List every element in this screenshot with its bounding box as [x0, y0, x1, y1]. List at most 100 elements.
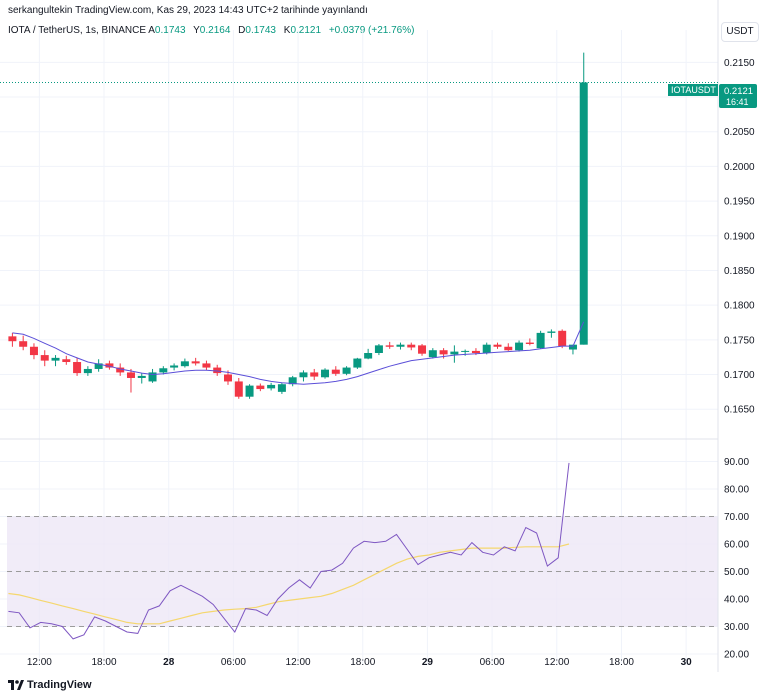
- candle: [277, 382, 286, 394]
- candle: [29, 343, 38, 360]
- candle-body: [170, 365, 179, 368]
- candle-body: [83, 368, 92, 374]
- candle: [137, 373, 146, 384]
- symbol-name[interactable]: IOTA / TetherUS, 1s, BINANCE: [8, 25, 147, 36]
- candle: [493, 342, 502, 349]
- candle: [558, 329, 567, 349]
- rsi-band-lines: [7, 516, 718, 627]
- candle: [331, 366, 340, 376]
- time-axis-label: 29: [422, 657, 434, 668]
- candle: [385, 341, 394, 349]
- candle-body: [148, 372, 157, 382]
- time-axis-label: 06:00: [221, 657, 246, 668]
- price-tag-price: 0.2121: [724, 86, 753, 97]
- candle-body: [29, 346, 38, 356]
- candle: [374, 343, 383, 356]
- candle-body: [428, 350, 437, 358]
- currency-button[interactable]: USDT: [721, 22, 759, 42]
- candle-body: [213, 367, 222, 374]
- candle: [288, 375, 297, 387]
- candle-body: [126, 372, 135, 378]
- high-value: 0.2164: [199, 25, 231, 36]
- time-axis-label: 18:00: [609, 657, 634, 668]
- candle-body: [482, 344, 491, 353]
- candle-body: [461, 350, 470, 352]
- time-axis-label: 12:00: [27, 657, 52, 668]
- tradingview-logo-icon: [8, 680, 24, 690]
- moving-average-line: [12, 321, 585, 385]
- candle: [525, 338, 534, 346]
- candle: [547, 329, 556, 338]
- candle-body: [267, 384, 276, 389]
- candle-body: [105, 363, 114, 368]
- rsi-axis-label: 20.00: [724, 650, 749, 661]
- candle-body: [558, 330, 567, 347]
- rsi-axis-label: 30.00: [724, 622, 749, 633]
- candle: [482, 342, 491, 355]
- rsi-ma-line: [8, 543, 570, 625]
- candle: [202, 360, 211, 371]
- price-axis-label: 0.1900: [724, 231, 755, 242]
- candle: [105, 360, 114, 370]
- time-axis-ticks: 12:00 18:00 28 06:00 12:00 18:00 29 06:00 12:00 1…: [27, 657, 692, 668]
- candle: [310, 368, 319, 381]
- tradingview-footer[interactable]: TradingView: [8, 679, 92, 691]
- candle: [94, 359, 103, 372]
- candle: [245, 384, 254, 399]
- time-axis-label: 18:00: [350, 657, 375, 668]
- candle: [396, 342, 405, 350]
- candle-body: [180, 361, 189, 367]
- rsi-axis-label: 60.00: [724, 540, 749, 551]
- candle: [40, 350, 49, 367]
- price-axis-label: 0.1700: [724, 370, 755, 381]
- candle-body: [277, 384, 286, 392]
- time-axis-label: 28: [163, 657, 175, 668]
- candle-body: [19, 341, 28, 347]
- candle-body: [116, 367, 125, 373]
- candle: [364, 348, 373, 360]
- brand-name: TradingView: [27, 679, 92, 691]
- candle-body: [8, 336, 17, 342]
- candle-body: [536, 332, 545, 349]
- candle-body: [288, 377, 297, 385]
- candle-body: [191, 361, 200, 364]
- candle-body: [525, 342, 534, 344]
- candlestick-series: [8, 52, 588, 399]
- candle-body: [137, 375, 146, 378]
- candle-body: [40, 355, 49, 361]
- low-label: D: [238, 25, 246, 36]
- candle: [504, 343, 513, 351]
- rsi-axis-label: 50.00: [724, 567, 749, 578]
- candle: [515, 340, 524, 352]
- candle: [418, 343, 427, 356]
- candle-body: [94, 363, 103, 369]
- candle: [234, 377, 243, 399]
- candle-body: [331, 369, 340, 374]
- candle-body: [374, 345, 383, 353]
- time-axis-label: 30: [681, 657, 693, 668]
- price-axis-label: 0.1650: [724, 405, 755, 416]
- low-value: 0.1743: [245, 25, 276, 36]
- candle: [8, 332, 17, 347]
- candle-body: [342, 367, 351, 374]
- price-axis-label: 0.2150: [724, 58, 755, 69]
- candle-body: [256, 385, 265, 390]
- time-axis-label: 06:00: [480, 657, 505, 668]
- candle: [73, 357, 82, 376]
- candle: [170, 363, 179, 371]
- candle: [428, 348, 437, 359]
- candle-body: [234, 381, 243, 397]
- candle-body: [504, 346, 513, 351]
- candle-body: [353, 358, 362, 368]
- candle: [256, 383, 265, 392]
- candle: [450, 345, 459, 363]
- candle: [579, 52, 588, 345]
- price-axis-label: 0.2000: [724, 162, 755, 173]
- candle: [148, 368, 157, 383]
- candle-body: [439, 350, 448, 355]
- price-axis-ticks: 0.21500.21000.20500.20000.19500.19000.18…: [724, 58, 755, 416]
- rsi-line: [8, 462, 570, 640]
- rsi-axis-label: 70.00: [724, 512, 749, 523]
- candle: [267, 382, 276, 391]
